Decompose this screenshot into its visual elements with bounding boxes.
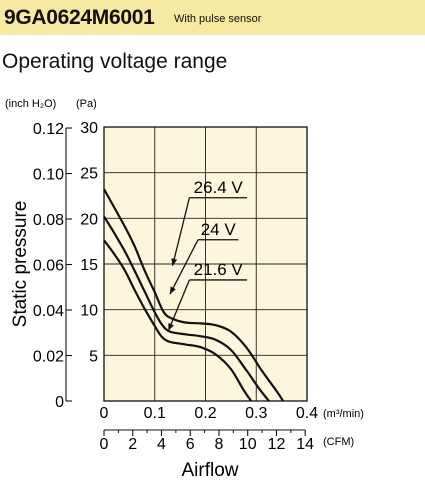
label-arrowhead (169, 286, 176, 295)
x-tick-label: 0.1 (144, 405, 166, 422)
y-tick-label: 25 (80, 166, 98, 183)
y-tick-label: 20 (80, 211, 98, 228)
x2-tick-label: 6 (186, 436, 195, 453)
y-axis-title: Static pressure (10, 201, 31, 328)
series-label: 26.4 V (194, 178, 244, 197)
label-arrowhead (168, 323, 174, 331)
header-bar: 9GA0624M6001 With pulse sensor (0, 0, 425, 35)
y2-tick-label: 0.04 (33, 303, 64, 320)
label-leader (169, 239, 199, 295)
plot-frame (103, 126, 308, 402)
x2-tick-label: 12 (268, 436, 286, 453)
y-tick-label: 30 (80, 120, 98, 137)
label-leader (171, 197, 191, 266)
series-line (103, 239, 253, 402)
label-leader (167, 279, 190, 331)
series-line (103, 215, 270, 402)
x-tick-label: 0.3 (245, 405, 267, 422)
x2-tick-label: 8 (215, 436, 224, 453)
x2-tick-label: 4 (157, 436, 166, 453)
y-tick-label: 5 (89, 348, 98, 365)
x-unit-label: (m³/min) (323, 408, 364, 420)
x2-unit-label: (CFM) (323, 436, 354, 448)
y-tick-label: 10 (80, 303, 98, 320)
series-label: 24 V (201, 220, 237, 239)
series-label: 21.6 V (194, 260, 244, 279)
y-unit-label: (Pa) (76, 98, 97, 110)
model-number: 9GA0624M6001 (4, 6, 155, 29)
x-tick-label: 0.2 (194, 405, 216, 422)
y2-unit-label: (inch H₂O) (5, 98, 56, 110)
y2-tick-label: 0.12 (33, 121, 64, 138)
label-arrowhead (171, 258, 178, 266)
y2-tick-label: 0 (55, 394, 64, 411)
series-line (103, 188, 285, 402)
y2-tick-label: 0.08 (33, 212, 64, 229)
x2-tick-label: 14 (296, 436, 314, 453)
x2-tick-label: 0 (100, 436, 109, 453)
x2-tick-label: 10 (239, 436, 257, 453)
x2-tick-label: 2 (128, 436, 137, 453)
y-tick-label: 15 (80, 257, 98, 274)
x-tick-label: 0.4 (296, 405, 318, 422)
x-axis-title: Airflow (181, 460, 238, 481)
y2-tick-label: 0.10 (33, 167, 64, 184)
x-tick-label: 0 (100, 405, 109, 422)
annotation-layer: 26.4 V 24 V 21.6 V (167, 178, 247, 331)
y2-tick-label: 0.06 (33, 258, 64, 275)
y2-tick-label: 0.02 (33, 349, 64, 366)
section-title: Operating voltage range (2, 50, 228, 73)
model-suffix: With pulse sensor (174, 13, 262, 25)
series-layer (103, 188, 285, 402)
